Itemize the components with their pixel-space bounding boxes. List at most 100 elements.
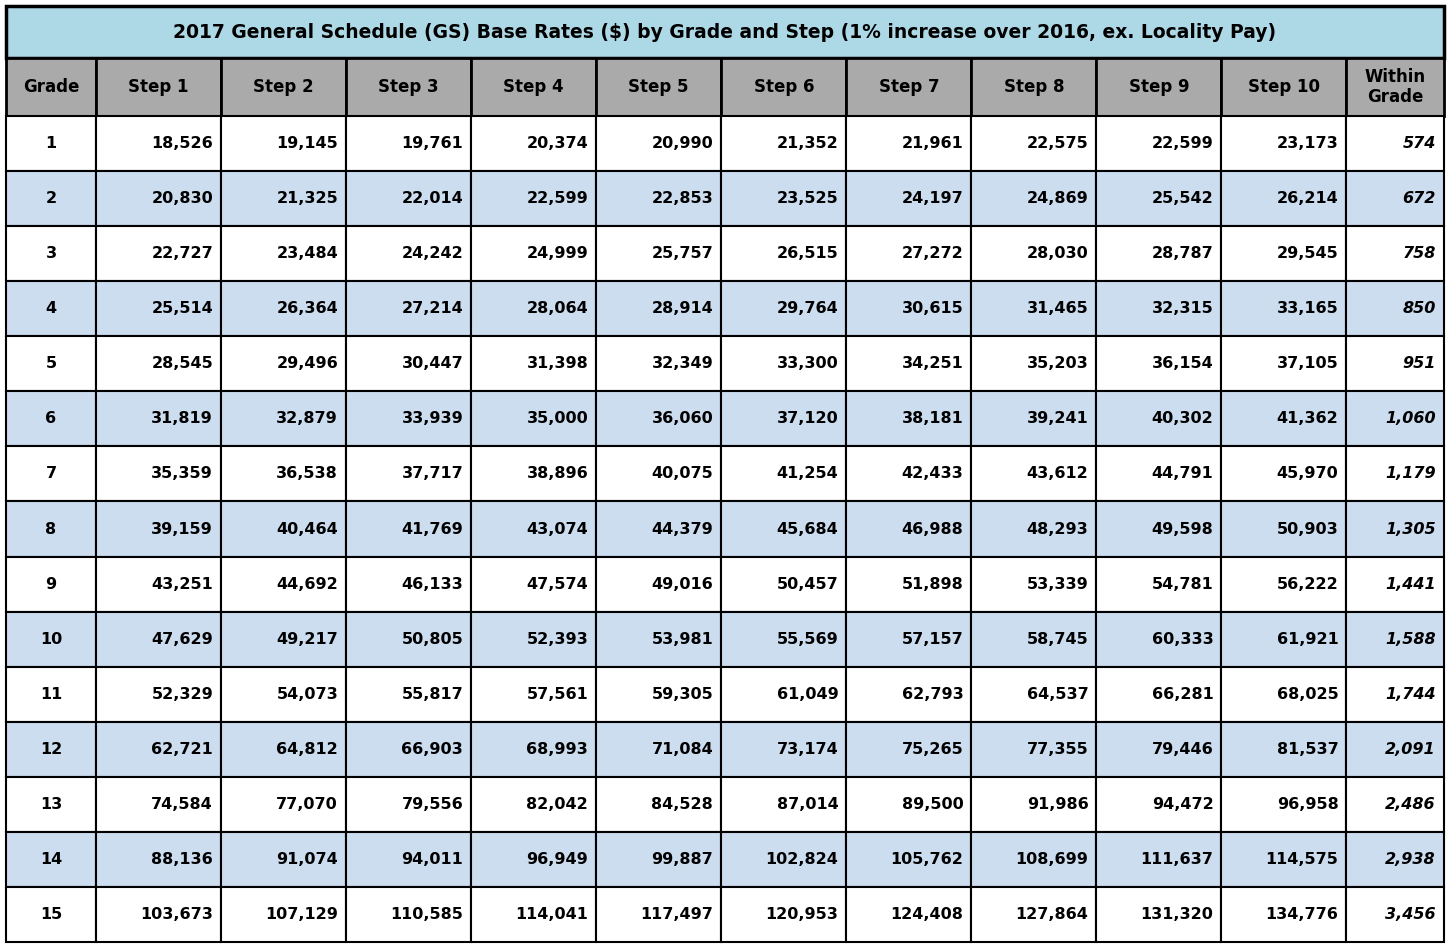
- Bar: [721, 887, 847, 942]
- Bar: [6, 58, 96, 116]
- Text: 7: 7: [45, 466, 57, 482]
- Bar: [347, 282, 471, 337]
- Text: 99,887: 99,887: [651, 852, 713, 866]
- Bar: [471, 501, 596, 556]
- Bar: [6, 721, 96, 776]
- Bar: [972, 58, 1096, 116]
- Bar: [1221, 776, 1347, 831]
- Bar: [220, 721, 347, 776]
- Bar: [347, 611, 471, 666]
- Text: 94,011: 94,011: [402, 852, 463, 866]
- Text: 37,717: 37,717: [402, 466, 463, 482]
- Text: Step 8: Step 8: [1003, 78, 1064, 96]
- Bar: [347, 501, 471, 556]
- Bar: [972, 611, 1096, 666]
- Bar: [596, 227, 721, 282]
- Bar: [471, 171, 596, 227]
- Bar: [1347, 501, 1444, 556]
- Bar: [6, 6, 1444, 58]
- Bar: [721, 666, 847, 721]
- Text: 54,073: 54,073: [277, 686, 338, 702]
- Bar: [347, 392, 471, 447]
- Bar: [721, 337, 847, 392]
- Bar: [1096, 831, 1221, 887]
- Bar: [1221, 556, 1347, 611]
- Bar: [471, 58, 596, 116]
- Text: 25,514: 25,514: [151, 301, 213, 317]
- Bar: [1221, 116, 1347, 171]
- Bar: [847, 721, 972, 776]
- Bar: [220, 831, 347, 887]
- Bar: [721, 58, 847, 116]
- Bar: [596, 556, 721, 611]
- Text: 55,569: 55,569: [777, 631, 838, 647]
- Bar: [96, 447, 220, 501]
- Text: 87,014: 87,014: [777, 797, 838, 811]
- Text: 131,320: 131,320: [1141, 907, 1214, 922]
- Bar: [972, 392, 1096, 447]
- Bar: [1096, 58, 1221, 116]
- Text: 49,016: 49,016: [651, 576, 713, 592]
- Bar: [1347, 721, 1444, 776]
- Bar: [972, 282, 1096, 337]
- Bar: [1221, 337, 1347, 392]
- Bar: [96, 556, 220, 611]
- Bar: [1347, 392, 1444, 447]
- Text: 758: 758: [1402, 246, 1436, 261]
- Text: 850: 850: [1402, 301, 1436, 317]
- Bar: [847, 116, 972, 171]
- Text: 74,584: 74,584: [151, 797, 213, 811]
- Bar: [1221, 831, 1347, 887]
- Bar: [972, 116, 1096, 171]
- Text: 54,781: 54,781: [1151, 576, 1214, 592]
- Text: 111,637: 111,637: [1141, 852, 1214, 866]
- Bar: [6, 887, 96, 942]
- Bar: [220, 116, 347, 171]
- Bar: [1096, 666, 1221, 721]
- Bar: [220, 611, 347, 666]
- Bar: [1096, 556, 1221, 611]
- Text: 951: 951: [1402, 356, 1436, 372]
- Bar: [1096, 721, 1221, 776]
- Text: 96,958: 96,958: [1276, 797, 1338, 811]
- Text: 35,203: 35,203: [1027, 356, 1089, 372]
- Text: 42,433: 42,433: [902, 466, 963, 482]
- Bar: [96, 337, 220, 392]
- Bar: [721, 776, 847, 831]
- Bar: [471, 887, 596, 942]
- Text: 35,359: 35,359: [151, 466, 213, 482]
- Text: 43,251: 43,251: [151, 576, 213, 592]
- Text: 28,545: 28,545: [151, 356, 213, 372]
- Bar: [1221, 501, 1347, 556]
- Bar: [721, 831, 847, 887]
- Bar: [972, 776, 1096, 831]
- Bar: [847, 58, 972, 116]
- Text: 134,776: 134,776: [1266, 907, 1338, 922]
- Text: 32,315: 32,315: [1151, 301, 1214, 317]
- Bar: [847, 171, 972, 227]
- Text: 43,612: 43,612: [1027, 466, 1089, 482]
- Bar: [471, 392, 596, 447]
- Text: 96,949: 96,949: [526, 852, 589, 866]
- Text: 47,629: 47,629: [151, 631, 213, 647]
- Bar: [1096, 447, 1221, 501]
- Text: 40,075: 40,075: [651, 466, 713, 482]
- Text: 33,300: 33,300: [777, 356, 838, 372]
- Bar: [1096, 227, 1221, 282]
- Bar: [347, 337, 471, 392]
- Text: 91,986: 91,986: [1027, 797, 1089, 811]
- Text: 53,339: 53,339: [1027, 576, 1089, 592]
- Bar: [972, 227, 1096, 282]
- Text: 52,329: 52,329: [151, 686, 213, 702]
- Text: 24,869: 24,869: [1027, 191, 1089, 206]
- Text: Step 5: Step 5: [628, 78, 689, 96]
- Bar: [471, 611, 596, 666]
- Bar: [1221, 171, 1347, 227]
- Bar: [471, 116, 596, 171]
- Text: 124,408: 124,408: [890, 907, 963, 922]
- Bar: [96, 831, 220, 887]
- Text: 91,074: 91,074: [277, 852, 338, 866]
- Bar: [596, 58, 721, 116]
- Bar: [1347, 556, 1444, 611]
- Text: 672: 672: [1402, 191, 1436, 206]
